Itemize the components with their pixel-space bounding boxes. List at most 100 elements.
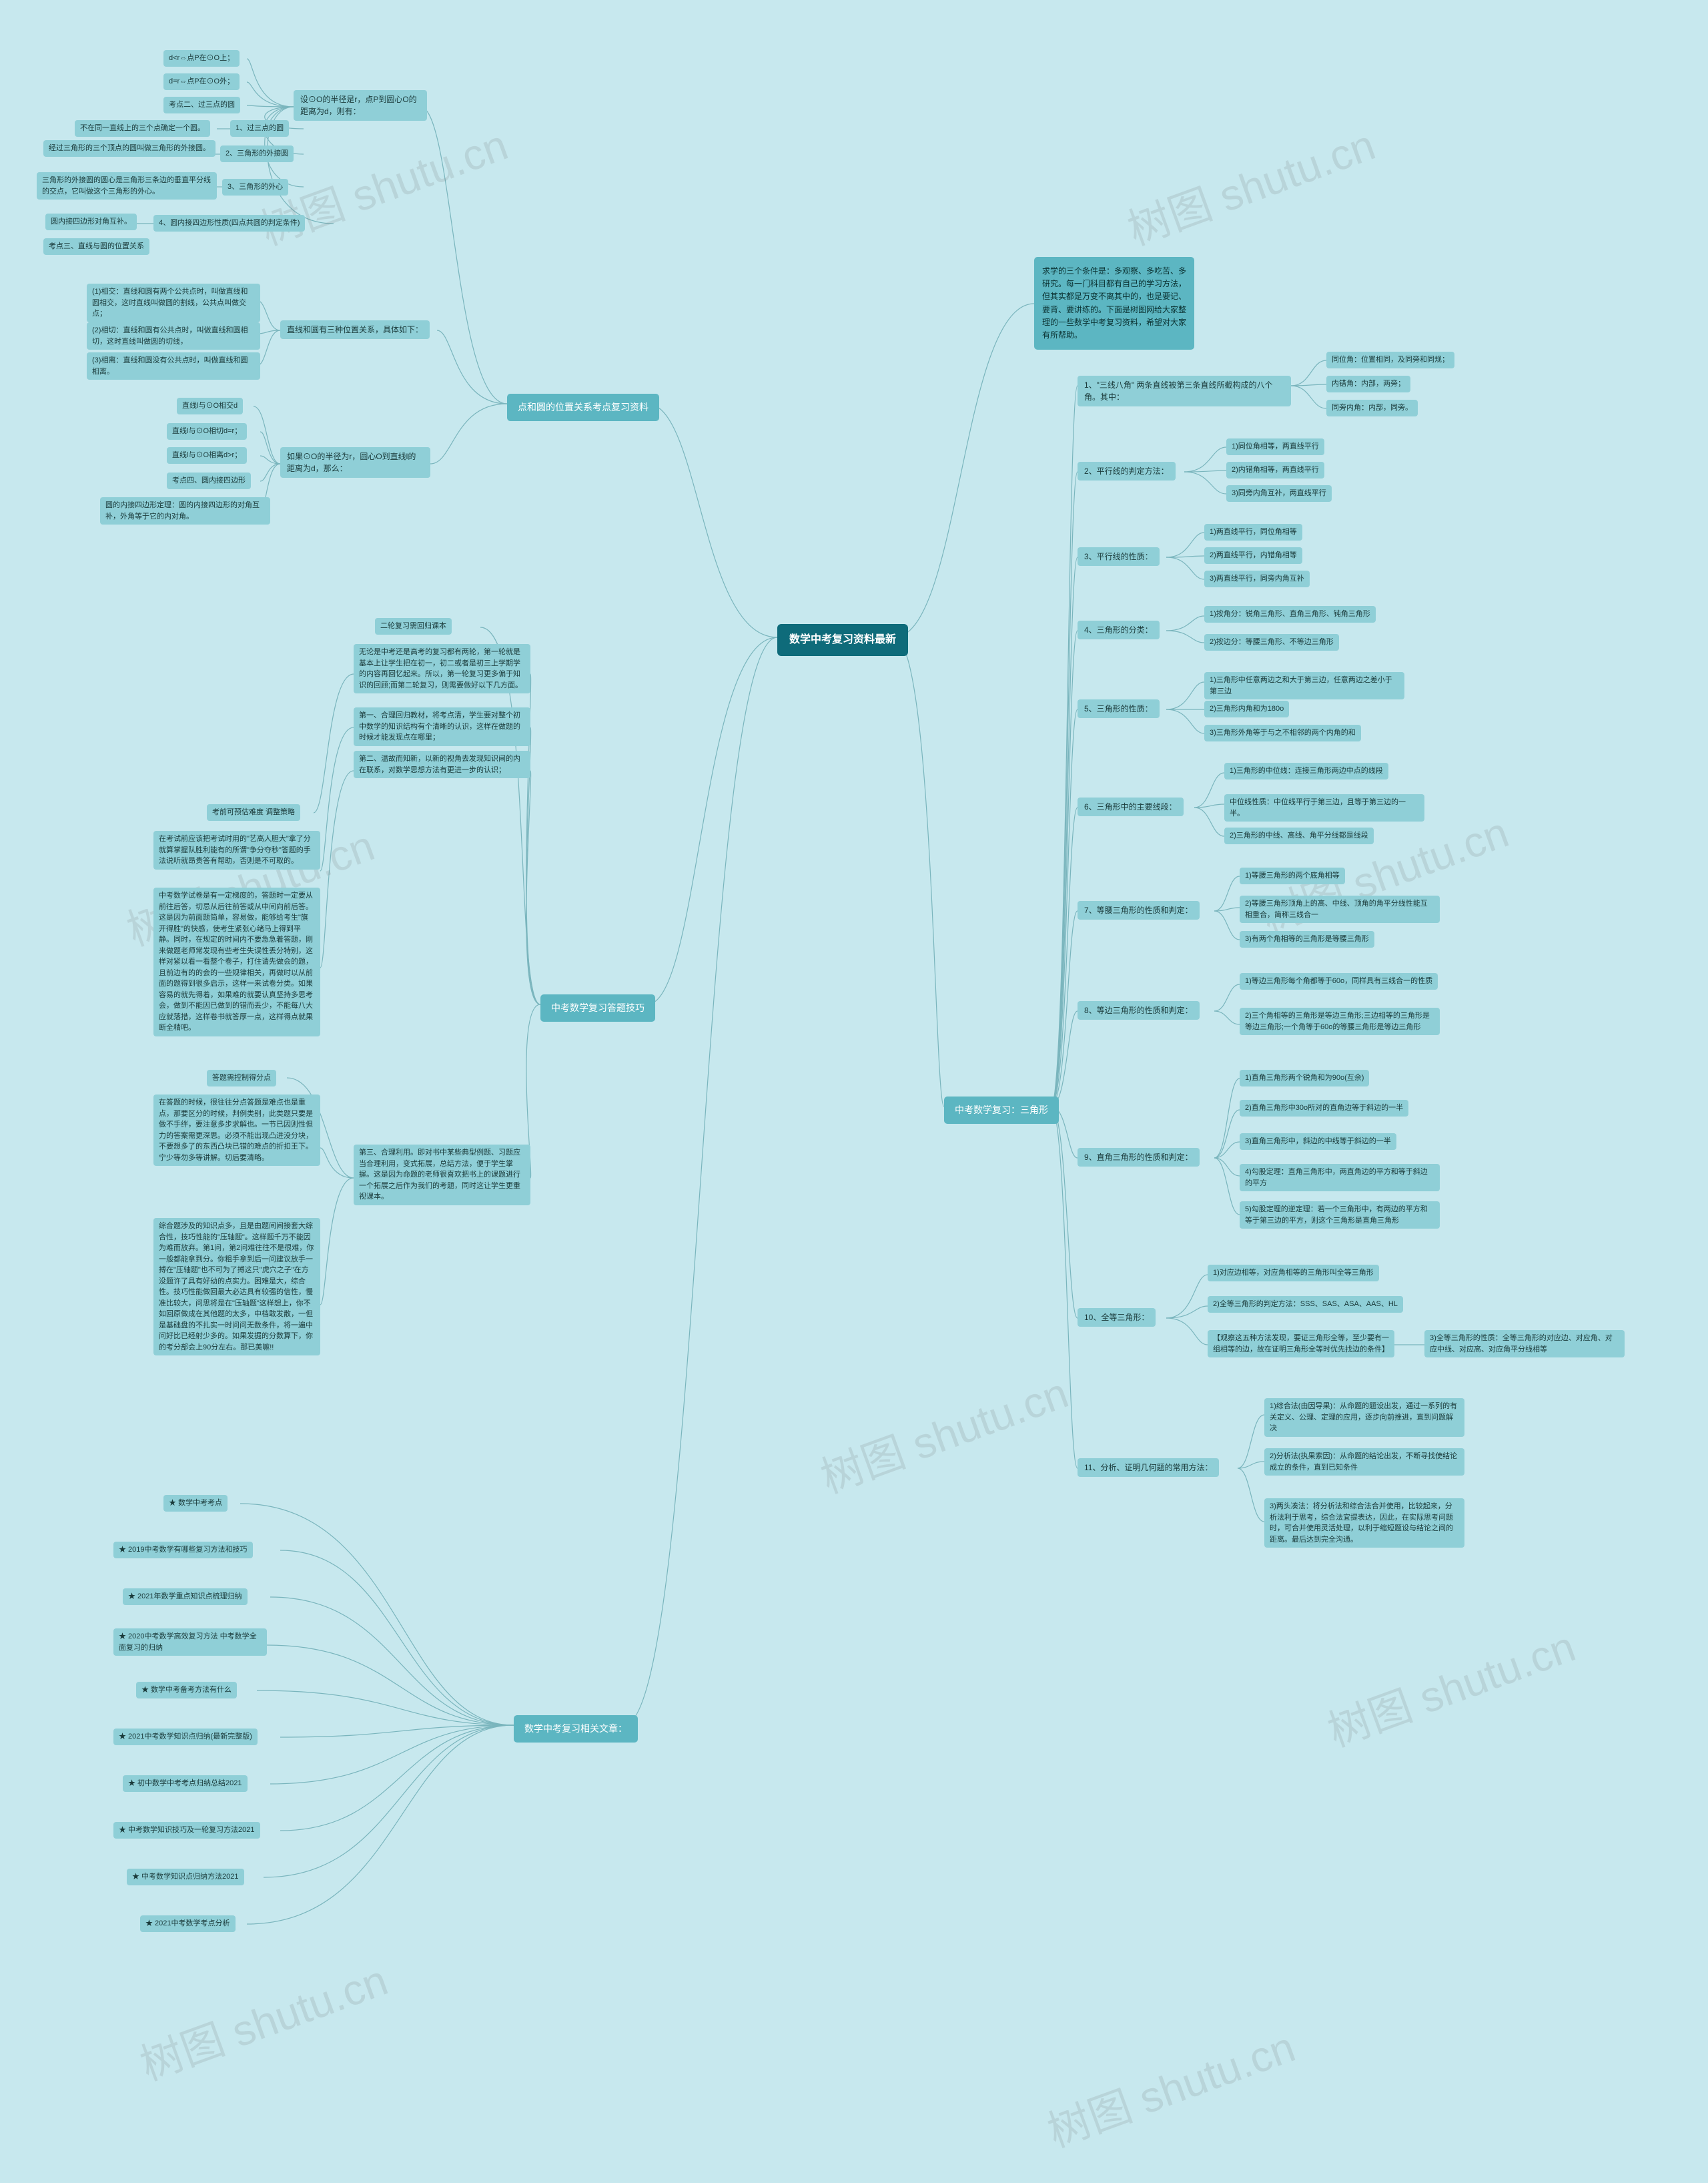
triangle-subtopic: 1)等腰三角形的两个底角相等: [1240, 868, 1345, 884]
watermark: 树图 shutu.cn: [1318, 1612, 1583, 1759]
leaf: 考前可预估难度 调整策略: [207, 804, 300, 821]
watermark: 树图 shutu.cn: [131, 1946, 395, 2092]
triangle-topic: 4、三角形的分类：: [1078, 621, 1160, 639]
triangle-topic: 11、分析、证明几何题的常用方法：: [1078, 1458, 1219, 1477]
triangle-subtopic: 2)两直线平行，内错角相等: [1204, 547, 1302, 564]
article-link: ★ 数学中考考点: [163, 1495, 228, 1512]
article-link: ★ 中考数学知识技巧及一轮复习方法2021: [113, 1822, 260, 1839]
watermark: 树图 shutu.cn: [811, 1359, 1076, 1505]
triangle-subtopic: 1)按角分：锐角三角形、直角三角形、钝角三角形: [1204, 606, 1376, 623]
triangle-subtopic: 2)三角形的中线、高线、角平分线都是线段: [1224, 828, 1374, 844]
leaf: 第一、合理回归教材，将考点清，学生要对整个初中数学的知识结构有个清晰的认识，这样…: [354, 707, 530, 746]
triangle-subtopic: 1)两直线平行，同位角相等: [1204, 524, 1302, 541]
triangle-topic: 5、三角形的性质：: [1078, 699, 1160, 718]
article-link: ★ 2021年数学重点知识点梳理归纳: [123, 1588, 248, 1605]
leaf: 二轮复习需回归课本: [375, 618, 452, 635]
triangle-subtopic: 4)勾股定理：直角三角形中，两直角边的平方和等于斜边的平方: [1240, 1164, 1440, 1191]
triangle-subtopic: 2)三个角相等的三角形是等边三角形;三边相等的三角形是等边三角形;一个角等于60…: [1240, 1008, 1440, 1035]
article-link: ★ 数学中考备考方法有什么: [136, 1682, 237, 1698]
triangle-topic: 9、直角三角形的性质和判定：: [1078, 1148, 1200, 1167]
leaf: 2、三角形的外接圆: [220, 145, 294, 162]
triangle-topic: 6、三角形中的主要线段：: [1078, 798, 1184, 816]
triangle-subtopic: 2)等腰三角形顶角上的高、中线、顶角的角平分线性能互相重合，简称三线合一: [1240, 896, 1440, 923]
branch-triangle-review: 中考数学复习：三角形: [944, 1097, 1059, 1124]
triangle-subtopic: 1)三角形的中位线：连接三角形两边中点的线段: [1224, 763, 1388, 779]
leaf: 经过三角形的三个顶点的圆叫做三角形的外接圆。: [43, 140, 216, 157]
triangle-subtopic: 3)三角形外角等于与之不相邻的两个内角的和: [1204, 725, 1361, 741]
circle-radius-def: 设⊙O的半径是r，点P到圆心O的距离为d，则有：: [294, 90, 427, 121]
triangle-subtopic: 2)三角形内角和为180o: [1204, 701, 1289, 717]
branch-related-articles: 数学中考复习相关文章：: [514, 1715, 638, 1743]
leaf: 考点三、直线与圆的位置关系: [43, 238, 149, 255]
leaf: d=r⇔点P在⊙O外；: [163, 73, 240, 90]
triangle-subtopic: 1)三角形中任意两边之和大于第三边，任意两边之差小于第三边: [1204, 672, 1404, 699]
leaf: 无论是中考还是高考的复习都有两轮，第一轮就是基本上让学生把在初一，初二或者是初三…: [354, 644, 530, 693]
leaf: 3、三角形的外心: [222, 179, 288, 196]
article-link: ★ 初中数学中考考点归纳总结2021: [123, 1775, 248, 1792]
article-link: ★ 中考数学知识点归纳方法2021: [127, 1869, 244, 1885]
triangle-subtopic: 2)内错角相等，两直线平行: [1226, 462, 1324, 479]
line-circle-positions: 直线和圆有三种位置关系，具体如下：: [280, 320, 430, 339]
leaf: 不在同一直线上的三个点确定一个圆。: [75, 120, 210, 137]
leaf: d<r⇔点P在⊙O上；: [163, 50, 240, 67]
triangle-subtopic: 【观察这五种方法发现，要证三角形全等，至少要有一组相等的边，故在证明三角形全等时…: [1208, 1330, 1394, 1357]
intro-description: 求学的三个条件是：多观察、多吃苦、多研究。每一门科目都有自己的学习方法，但其实都…: [1034, 257, 1194, 350]
branch-geometry-circle: 点和圆的位置关系考点复习资料: [507, 394, 659, 421]
leaf: (2)相切：直线和圆有公共点时，叫做直线和圆相切，这时直线叫做圆的切线，: [87, 322, 260, 350]
leaf: 考点四、圆内接四边形: [167, 473, 251, 489]
watermark: 树图 shutu.cn: [1118, 111, 1382, 257]
triangle-subtopic: 中位线性质：中位线平行于第三边，且等于第三边的一半。: [1224, 794, 1424, 822]
leaf: 考点二、过三点的圆: [163, 97, 240, 113]
watermark: 树图 shutu.cn: [1038, 2013, 1302, 2159]
triangle-subtopic: 2)直角三角形中30o所对的直角边等于斜边的一半: [1240, 1100, 1408, 1117]
triangle-subtopic: 2)按边分：等腰三角形、不等边三角形: [1204, 634, 1339, 651]
article-link: ★ 2020中考数学高效复习方法 中考数学全面复习的归纳: [113, 1628, 267, 1656]
triangle-topic: 2、平行线的判定方法：: [1078, 462, 1176, 481]
triangle-subtopic: 1)直角三角形两个锐角和为90o(互余): [1240, 1070, 1369, 1086]
branch-answer-skills: 中考数学复习答题技巧: [540, 994, 655, 1022]
triangle-subtopic: 3)同旁内角互补，两直线平行: [1226, 485, 1332, 502]
triangle-subtopic: 5)勾股定理的逆定理：若一个三角形中，有两边的平方和等于第三边的平方，则这个三角…: [1240, 1201, 1440, 1229]
leaf: 综合题涉及的知识点多，且是由题间间接套大综合性，技巧性能的"压轴题"。这样题千万…: [153, 1218, 320, 1355]
triangle-subtopic: 1)同位角相等，两直线平行: [1226, 438, 1324, 455]
triangle-topic: 7、等腰三角形的性质和判定：: [1078, 901, 1200, 920]
leaf: 1、过三点的圆: [230, 120, 289, 137]
triangle-topic: 3、平行线的性质：: [1078, 547, 1160, 566]
triangle-subtopic: 3)直角三角形中，斜边的中线等于斜边的一半: [1240, 1133, 1396, 1150]
leaf: 4、圆内接四边形性质(四点共圆的判定条件): [153, 215, 305, 232]
leaf: (1)相交：直线和圆有两个公共点时，叫做直线和圆相交，这时直线叫做圆的割线，公共…: [87, 284, 260, 322]
triangle-subtopic: 1)对应边相等，对应角相等的三角形叫全等三角形: [1208, 1265, 1379, 1281]
triangle-subtopic: 同旁内角：内部，同旁。: [1326, 400, 1418, 416]
leaf: 第三、合理利用。即对书中某些典型例题、习题应当合理利用，变式拓展，总结方法，便于…: [354, 1145, 530, 1205]
leaf: 三角形的外接圆的圆心是三角形三条边的垂直平分线的交点，它叫做这个三角形的外心。: [37, 172, 217, 200]
triangle-subtopic: 1)等边三角形每个角都等于60o，同样具有三线合一的性质: [1240, 973, 1438, 990]
triangle-subtopic: 2)全等三角形的判定方法：SSS、SAS、ASA、AAS、HL: [1208, 1296, 1403, 1313]
leaf: 直线l与⊙O相离d>r；: [167, 447, 247, 464]
triangle-subtopic: 同位角：位置相同，及同旁和同规；: [1326, 352, 1454, 368]
leaf: 第二、温故而知新，以新的视角去发现知识间的内在联系，对数学思想方法有更进一步的认…: [354, 751, 530, 778]
leaf: 直线l与⊙O相交d: [177, 398, 243, 414]
triangle-topic: 1、"三线八角" 两条直线被第三条直线所截构成的八个角。其中：: [1078, 376, 1291, 406]
leaf: (3)相离：直线和圆没有公共点时，叫做直线和圆相离。: [87, 352, 260, 380]
root-node: 数学中考复习资料最新: [777, 624, 908, 656]
leaf: 直线l与⊙O相切d=r；: [167, 423, 247, 440]
triangle-topic: 8、等边三角形的性质和判定：: [1078, 1001, 1200, 1020]
triangle-topic: 10、全等三角形：: [1078, 1308, 1156, 1327]
leaf: 圆的内接四边形定理：圆的内接四边形的对角互补，外角等于它的内对角。: [100, 497, 270, 525]
triangle-subtopic: 3)两头凑法：将分析法和综合法合并使用，比较起来，分析法利于思考，综合法宜提表达…: [1264, 1498, 1464, 1548]
leaf: 圆内接四边形对角互补。: [45, 214, 137, 230]
leaf: 答题需控制得分点: [207, 1070, 276, 1086]
leaf: 在考试前应该把考试时用的"艺高人胆大"拿了分就算掌握队胜利能有的所谓"争分夺秒"…: [153, 831, 320, 870]
article-link: ★ 2021中考数学考点分析: [140, 1915, 236, 1932]
leaf: 在答题的时候，很往往分点答题是难点也是重点，那要区分的时候，判例类别，此类题只要…: [153, 1095, 320, 1166]
triangle-subtopic: 3)两直线平行，同旁内角互补: [1204, 571, 1310, 587]
triangle-subtopic: 2)分析法(执果索因)：从命题的结论出发，不断寻找使结论成立的条件，直到已知条件: [1264, 1448, 1464, 1476]
watermark: 树图 shutu.cn: [251, 111, 515, 257]
article-link: ★ 2021中考数学知识点归纳(最新完整版): [113, 1729, 258, 1745]
triangle-subtopic-extra: 3)全等三角形的性质：全等三角形的对应边、对应角、对应中线、对应高、对应角平分线…: [1424, 1330, 1625, 1357]
triangle-subtopic: 1)综合法(由因导果)：从命题的题设出发，通过一系列的有关定义、公理、定理的应用…: [1264, 1398, 1464, 1437]
triangle-subtopic: 3)有两个角相等的三角形是等腰三角形: [1240, 931, 1374, 948]
leaf: 中考数学试卷是有一定梯度的，答题时一定要从前往后答，切忌从后往前答或从中间向前后…: [153, 888, 320, 1036]
triangle-subtopic: 内错角：内部，两旁；: [1326, 376, 1410, 392]
article-link: ★ 2019中考数学有哪些复习方法和技巧: [113, 1542, 253, 1558]
